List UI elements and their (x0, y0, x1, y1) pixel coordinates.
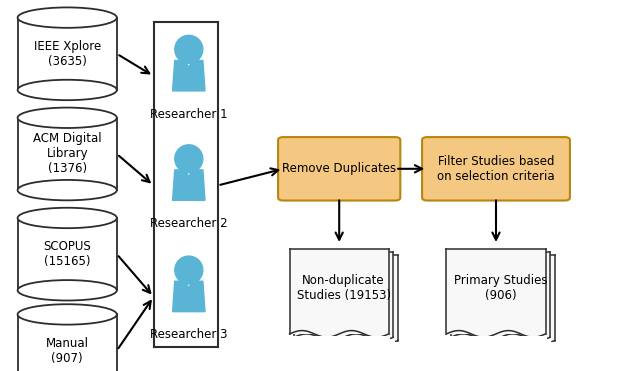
Polygon shape (447, 249, 545, 334)
Ellipse shape (18, 280, 117, 301)
Text: Filter Studies based
on selection criteria: Filter Studies based on selection criter… (437, 155, 555, 183)
Polygon shape (17, 118, 116, 190)
Ellipse shape (18, 208, 117, 228)
Polygon shape (445, 335, 547, 341)
Polygon shape (288, 335, 390, 341)
Polygon shape (450, 339, 552, 344)
Polygon shape (290, 249, 389, 334)
FancyBboxPatch shape (422, 137, 570, 200)
Polygon shape (298, 255, 398, 341)
Polygon shape (293, 339, 395, 344)
Text: SCOPUS
(15165): SCOPUS (15165) (44, 240, 91, 268)
Polygon shape (173, 170, 205, 200)
Ellipse shape (18, 304, 117, 325)
Text: Non-duplicate
Studies (19153): Non-duplicate Studies (19153) (296, 273, 391, 302)
Ellipse shape (18, 180, 117, 200)
Polygon shape (17, 315, 116, 371)
Polygon shape (298, 342, 399, 347)
Polygon shape (294, 252, 393, 337)
Polygon shape (17, 17, 116, 90)
Polygon shape (173, 281, 205, 312)
Text: ACM Digital
Library
(1376): ACM Digital Library (1376) (33, 132, 102, 175)
Polygon shape (456, 255, 555, 341)
Text: Primary Studies
(906): Primary Studies (906) (454, 273, 547, 302)
Polygon shape (454, 342, 556, 347)
FancyBboxPatch shape (278, 137, 401, 200)
Ellipse shape (175, 145, 203, 173)
Polygon shape (451, 252, 550, 337)
Polygon shape (17, 218, 116, 290)
Ellipse shape (175, 35, 203, 63)
Text: Remove Duplicates: Remove Duplicates (282, 162, 396, 175)
Text: Researcher 3: Researcher 3 (150, 328, 228, 341)
Text: IEEE Xplore
(3635): IEEE Xplore (3635) (33, 40, 101, 68)
Polygon shape (173, 60, 205, 91)
Text: Manual
(907): Manual (907) (45, 336, 89, 365)
Ellipse shape (18, 108, 117, 128)
Text: Researcher 1: Researcher 1 (150, 108, 228, 121)
Ellipse shape (18, 80, 117, 100)
Text: Researcher 2: Researcher 2 (150, 217, 228, 230)
Ellipse shape (175, 256, 203, 284)
Ellipse shape (18, 7, 117, 28)
